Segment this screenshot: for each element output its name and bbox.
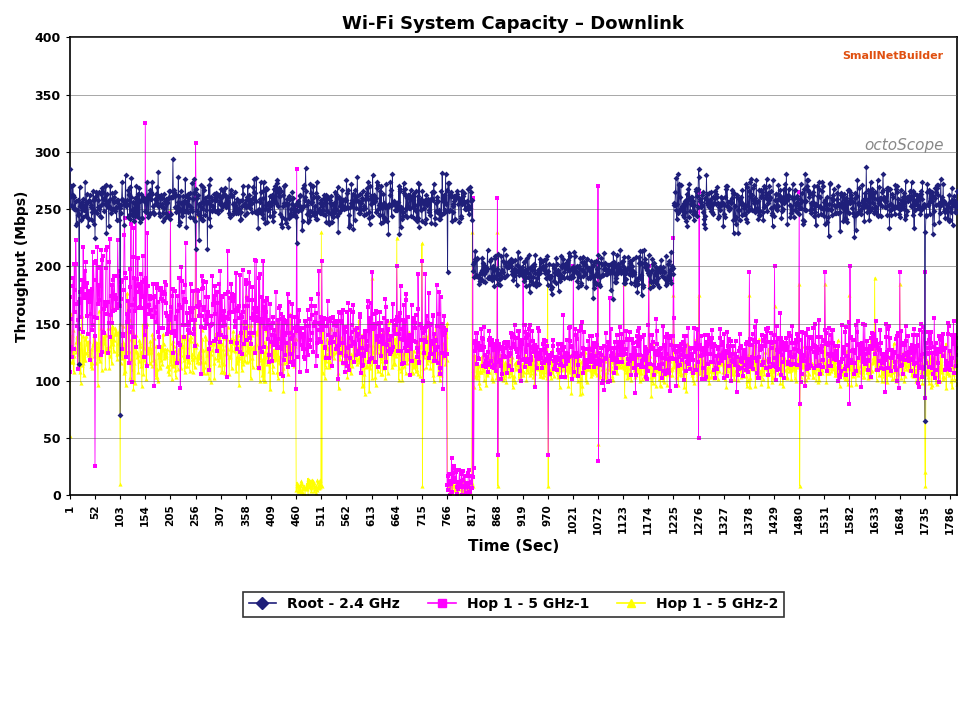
Text: octoScope: octoScope bbox=[864, 138, 944, 153]
Root - 2.4 GHz bbox=[427, 194, 438, 202]
Hop 1 - 5 GHz-1 bbox=[397, 325, 408, 334]
Hop 1 - 5 GHz-2 bbox=[254, 376, 265, 385]
Legend: Root - 2.4 GHz, Hop 1 - 5 GHz-1, Hop 1 - 5 GHz-2: Root - 2.4 GHz, Hop 1 - 5 GHz-1, Hop 1 -… bbox=[243, 592, 783, 617]
Hop 1 - 5 GHz-1 bbox=[456, 491, 468, 500]
Line: Root - 2.4 GHz: Root - 2.4 GHz bbox=[68, 157, 959, 423]
Hop 1 - 5 GHz-1 bbox=[254, 269, 265, 278]
Root - 2.4 GHz bbox=[397, 215, 408, 224]
Hop 1 - 5 GHz-2 bbox=[952, 360, 963, 368]
Hop 1 - 5 GHz-1 bbox=[427, 337, 438, 346]
Hop 1 - 5 GHz-2 bbox=[164, 204, 176, 213]
Line: Hop 1 - 5 GHz-1: Hop 1 - 5 GHz-1 bbox=[68, 121, 959, 497]
Text: SmallNetBuilder: SmallNetBuilder bbox=[843, 51, 944, 61]
Hop 1 - 5 GHz-2 bbox=[115, 359, 126, 368]
Root - 2.4 GHz bbox=[254, 197, 265, 206]
Hop 1 - 5 GHz-2 bbox=[397, 349, 408, 358]
Line: Hop 1 - 5 GHz-2: Hop 1 - 5 GHz-2 bbox=[68, 207, 959, 497]
Hop 1 - 5 GHz-1 bbox=[952, 351, 963, 360]
Hop 1 - 5 GHz-1 bbox=[64, 368, 76, 376]
Title: Wi-Fi System Capacity – Downlink: Wi-Fi System Capacity – Downlink bbox=[342, 15, 684, 33]
Root - 2.4 GHz bbox=[952, 199, 963, 207]
Root - 2.4 GHz bbox=[920, 417, 931, 426]
Root - 2.4 GHz bbox=[64, 165, 76, 173]
Hop 1 - 5 GHz-1 bbox=[115, 278, 126, 286]
Root - 2.4 GHz bbox=[115, 208, 126, 217]
Hop 1 - 5 GHz-1 bbox=[139, 119, 151, 128]
Hop 1 - 5 GHz-1 bbox=[671, 382, 682, 391]
Y-axis label: Throughput (Mbps): Throughput (Mbps) bbox=[15, 191, 29, 342]
Root - 2.4 GHz bbox=[670, 174, 681, 183]
Hop 1 - 5 GHz-2 bbox=[64, 431, 76, 440]
Root - 2.4 GHz bbox=[431, 193, 442, 202]
Hop 1 - 5 GHz-2 bbox=[432, 347, 443, 356]
Hop 1 - 5 GHz-2 bbox=[427, 370, 438, 379]
Hop 1 - 5 GHz-1 bbox=[431, 281, 442, 289]
Root - 2.4 GHz bbox=[167, 155, 179, 164]
Hop 1 - 5 GHz-2 bbox=[299, 491, 311, 500]
X-axis label: Time (Sec): Time (Sec) bbox=[468, 539, 559, 554]
Hop 1 - 5 GHz-2 bbox=[671, 355, 682, 363]
